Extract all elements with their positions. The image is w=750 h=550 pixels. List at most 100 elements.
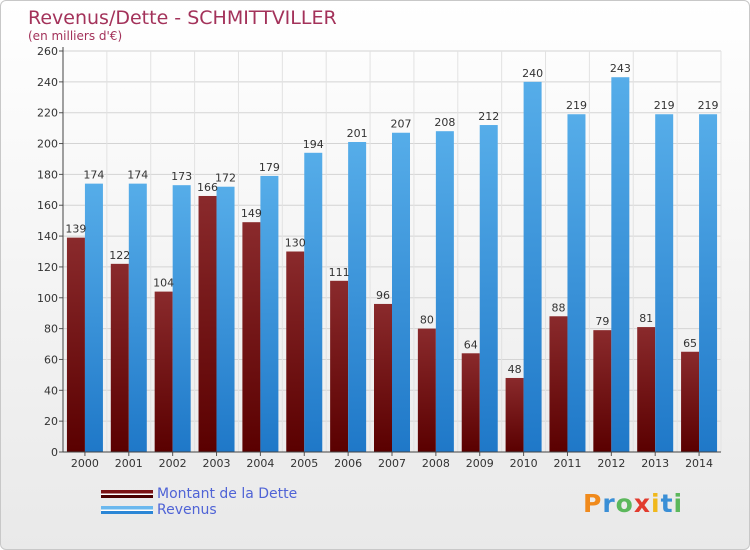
proxiti-logo: Proxiti	[583, 489, 683, 518]
bar-revenus	[172, 185, 191, 452]
bar-revenus	[84, 183, 103, 452]
data-label-dette: 48	[508, 363, 522, 376]
logo-letter: x	[633, 489, 651, 518]
bar-revenus	[435, 131, 454, 452]
axes: 0 20 40 60 80 100 120 140 160 180 200 220 240 260 2000…	[37, 45, 721, 470]
bars	[66, 77, 718, 453]
logo-letter: i	[673, 489, 684, 518]
data-label-dette: 79	[595, 315, 609, 328]
bar-revenus	[655, 114, 674, 452]
x-tick-label: 2001	[115, 457, 143, 470]
bar-dette	[593, 330, 612, 452]
bar-dette	[505, 377, 524, 452]
x-tick-label: 2008	[422, 457, 450, 470]
data-label-revenus: 208	[434, 116, 455, 129]
bar-dette	[66, 237, 85, 452]
bar-dette	[110, 263, 129, 452]
data-label-dette: 166	[197, 181, 218, 194]
x-tick-label: 2012	[597, 457, 625, 470]
y-tick-label: 200	[37, 138, 58, 151]
bar-dette	[154, 291, 173, 452]
data-label-revenus: 173	[171, 170, 192, 183]
data-label-revenus: 201	[347, 127, 368, 140]
data-label-revenus: 172	[215, 172, 236, 185]
data-label-dette: 81	[639, 312, 653, 325]
x-tick-label: 2000	[71, 457, 99, 470]
data-label-revenus: 194	[303, 138, 324, 151]
bar-dette	[286, 251, 305, 452]
y-tick-label: 180	[37, 168, 58, 181]
legend-swatch-dette	[101, 490, 153, 498]
bar-dette	[549, 316, 568, 452]
bar-dette	[417, 328, 436, 452]
x-tick-label: 2014	[685, 457, 713, 470]
y-tick-label: 0	[51, 446, 58, 459]
x-tick-label: 2005	[290, 457, 318, 470]
data-label-revenus: 212	[478, 110, 499, 123]
logo-letter: o	[615, 489, 634, 518]
data-label-dette: 111	[329, 266, 350, 279]
y-tick-label: 120	[37, 261, 58, 274]
legend-label-dette: Montant de la Dette	[157, 486, 298, 502]
data-label-dette: 104	[153, 277, 174, 290]
bar-dette	[681, 351, 700, 452]
bar-revenus	[567, 114, 586, 452]
data-label-dette: 139	[65, 223, 86, 236]
x-tick-label: 2002	[159, 457, 187, 470]
logo-letter: t	[660, 489, 674, 518]
x-tick-label: 2003	[203, 457, 231, 470]
bar-revenus	[523, 81, 542, 452]
legend-label-revenus: Revenus	[157, 502, 217, 518]
data-label-revenus: 174	[127, 169, 148, 182]
bar-dette	[461, 353, 480, 452]
bar-revenus	[260, 175, 279, 452]
x-tick-label: 2010	[510, 457, 538, 470]
chart-subtitle: (en milliers d'€)	[28, 29, 123, 43]
y-tick-label: 80	[44, 323, 58, 336]
bar-revenus	[128, 183, 147, 452]
logo-letter: P	[583, 489, 603, 518]
bar-revenus	[611, 77, 630, 452]
chart-title: Revenus/Dette - SCHMITTVILLER	[28, 7, 337, 29]
y-tick-label: 220	[37, 107, 58, 120]
bar-dette	[374, 303, 392, 452]
x-tick-label: 2006	[334, 457, 362, 470]
data-label-revenus: 219	[566, 99, 587, 112]
data-label-dette: 122	[109, 249, 130, 262]
bar-revenus	[304, 152, 323, 453]
y-tick-label: 20	[44, 415, 58, 428]
bar-revenus	[216, 186, 235, 452]
x-tick-label: 2011	[553, 457, 581, 470]
bar-dette	[330, 280, 349, 452]
data-label-dette: 96	[376, 289, 390, 302]
x-tick-label: 2007	[378, 457, 406, 470]
y-tick-label: 60	[44, 353, 58, 366]
data-label-dette: 149	[241, 207, 262, 220]
data-label-dette: 88	[551, 301, 565, 314]
data-label-dette: 64	[464, 338, 478, 351]
bar-dette	[198, 195, 217, 452]
logo-letter: i	[651, 489, 661, 518]
y-tick-label: 140	[37, 230, 58, 243]
logo-letter: r	[602, 489, 616, 518]
data-label-revenus: 219	[654, 99, 675, 112]
data-label-revenus: 179	[259, 161, 280, 174]
y-tick-label: 260	[37, 45, 58, 58]
bar-revenus	[699, 114, 718, 452]
legend-swatch-revenus	[101, 506, 153, 514]
data-label-dette: 130	[285, 237, 306, 250]
x-tick-label: 2013	[641, 457, 669, 470]
bar-dette	[637, 327, 656, 452]
x-tick-label: 2004	[246, 457, 274, 470]
data-label-revenus: 174	[83, 169, 104, 182]
data-label-dette: 65	[683, 337, 697, 350]
data-label-dette: 80	[420, 314, 434, 327]
y-tick-label: 40	[44, 384, 58, 397]
bar-revenus	[392, 132, 410, 452]
bar-revenus	[479, 125, 498, 453]
y-tick-label: 240	[37, 76, 58, 89]
data-label-revenus: 243	[610, 62, 631, 75]
bar-revenus	[348, 141, 367, 452]
